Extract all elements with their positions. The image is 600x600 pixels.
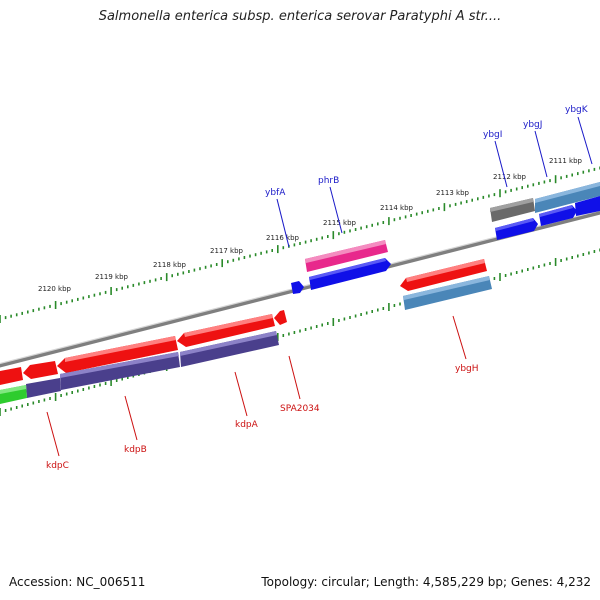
gene-kdpC[interactable]	[0, 378, 61, 404]
gene-kdpB[interactable]	[60, 352, 180, 390]
gene-label-ybfA: ybfA	[265, 188, 286, 198]
label-leaders-top	[276, 116, 593, 248]
gene-label-ybgI: ybgI	[483, 130, 502, 140]
forward-strand-ticks	[0, 166, 600, 323]
gene-phrB[interactable]	[305, 240, 388, 272]
gene-ybgH[interactable]	[403, 276, 492, 310]
gene-phrB-2[interactable]	[309, 258, 391, 290]
ruler-label-2116: 2116 kbp	[266, 234, 300, 242]
gene-kdpA-red[interactable]	[177, 314, 275, 347]
reverse-strand-ticks	[0, 248, 600, 416]
ruler-label-2119: 2119 kbp	[95, 273, 129, 281]
gene-ybgJ-gray[interactable]	[490, 198, 535, 222]
gene-ybfA[interactable]	[291, 281, 304, 294]
ruler-label-2112: 2112 kbp	[493, 173, 527, 181]
ruler-label-2111: 2111 kbp	[549, 157, 583, 165]
topology-info-text: Topology: circular; Length: 4,585,229 bp…	[261, 575, 591, 589]
gene-kdpA[interactable]	[180, 331, 279, 367]
gene-label-kdpA: kdpA	[235, 420, 259, 430]
gene-label-kdpB: kdpB	[124, 445, 147, 455]
gene-ybgK[interactable]	[535, 182, 600, 213]
ruler-label-2120: 2120 kbp	[38, 285, 72, 293]
ruler-label-2117: 2117 kbp	[210, 247, 244, 255]
gene-ybgH-red[interactable]	[400, 259, 487, 291]
gene-ybgJ[interactable]	[575, 196, 600, 216]
ruler-label-2114: 2114 kbp	[380, 204, 414, 212]
gene-label-kdpC: kdpC	[46, 461, 69, 471]
gene-ybgI-2[interactable]	[495, 218, 538, 240]
gene-SPA2034[interactable]	[274, 310, 287, 325]
gene-label-ybgH: ybgH	[455, 364, 479, 374]
map-title: Salmonella enterica subsp. enterica sero…	[98, 9, 502, 24]
label-leaders-bottom	[46, 315, 467, 457]
gene-label-ybgK: ybgK	[565, 105, 589, 115]
gene-kdpB-red[interactable]	[57, 336, 178, 373]
gene-kdpC-red[interactable]	[0, 361, 58, 385]
accession-text: Accession: NC_006511	[9, 575, 146, 589]
ruler-label-2113: 2113 kbp	[436, 189, 470, 197]
gene-label-phrB: phrB	[318, 176, 339, 186]
gene-label-SPA2034: SPA2034	[280, 404, 320, 414]
gene-label-ybgJ: ybgJ	[523, 120, 542, 130]
ruler-label-2118: 2118 kbp	[153, 261, 187, 269]
gene-ybgI[interactable]	[539, 205, 577, 226]
